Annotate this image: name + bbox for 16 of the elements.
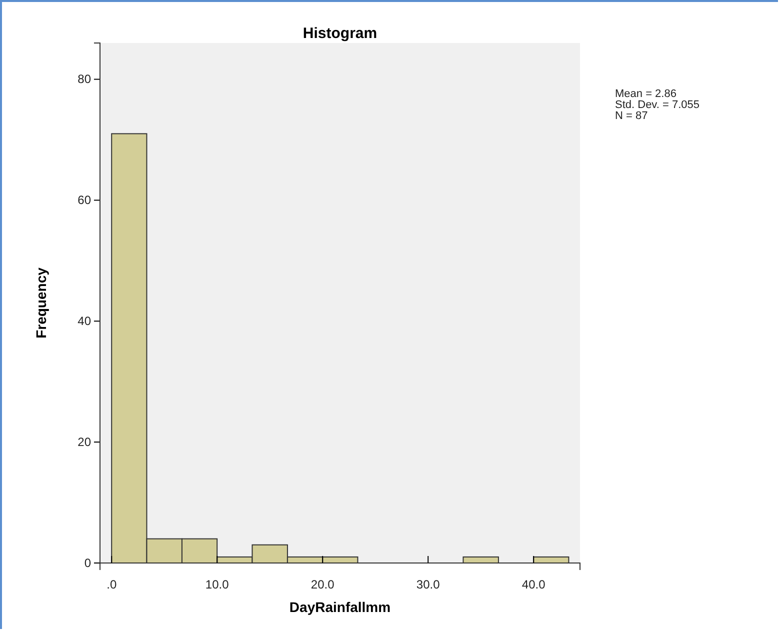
- x-tick-label: 40.0: [522, 578, 546, 592]
- text: Std. Dev. = 7.055: [615, 99, 700, 111]
- y-tick-label: 0: [84, 556, 92, 570]
- y-tick-label: 80: [78, 72, 92, 86]
- y-axis-title: Frequency: [33, 267, 49, 338]
- y-tick-label: 20: [78, 434, 92, 449]
- text: N = 87: [615, 110, 648, 122]
- x-tick-label: 20.0: [310, 578, 335, 592]
- x-tick-label: 10.0: [205, 578, 230, 592]
- text: Mean = 2.86: [615, 88, 676, 100]
- x-axis-title: DayRainfallmm: [289, 599, 391, 615]
- y-tick-label: 40: [78, 314, 92, 328]
- y-tick-label: 60: [78, 193, 92, 208]
- chart-title: Histogram: [302, 25, 378, 42]
- x-tick-label: .0: [106, 578, 117, 592]
- x-tick-label: 30.0: [416, 578, 440, 592]
